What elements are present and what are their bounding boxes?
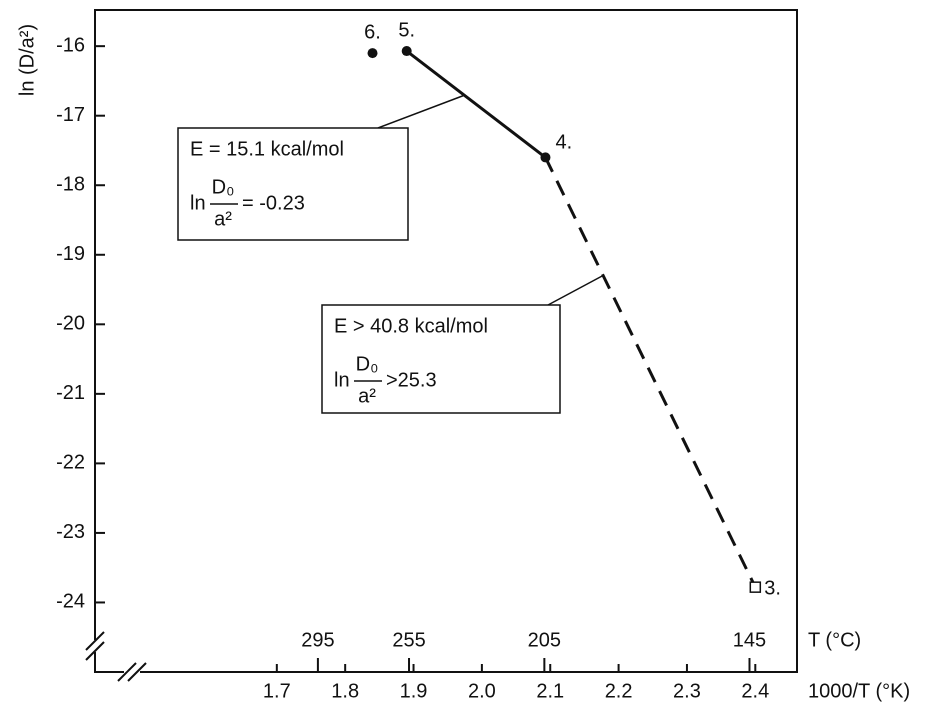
y-tick-label: -21 (56, 382, 85, 404)
y-tick-label: -20 (56, 313, 85, 335)
point (367, 48, 378, 59)
x-tick-label: 2.4 (741, 680, 769, 702)
x-axis-label: 1000/T (°K) (808, 680, 910, 702)
annotation-box (177, 127, 409, 241)
annotation-energy: E = 15.1 kcal/mol (190, 138, 344, 160)
y-axis-label: ln (D/a²) (16, 24, 38, 96)
x-tick-label: 2.1 (536, 680, 564, 702)
x-tick-label: 1.7 (263, 680, 291, 702)
annotation-numerator: D₀ (356, 353, 379, 375)
annotation-energy: E > 40.8 kcal/mol (334, 315, 488, 337)
annotation-ln: ln (190, 192, 206, 214)
y-tick-label: -19 (56, 243, 85, 265)
annotation-box (321, 304, 561, 414)
t-axis-label: T (°C) (808, 629, 861, 651)
y-tick-label: -22 (56, 452, 85, 474)
x-tick-label: 2.0 (468, 680, 496, 702)
frame (85, 9, 798, 682)
point-label: 3. (764, 577, 781, 599)
x-tick-label: 2.3 (673, 680, 701, 702)
line (544, 156, 757, 588)
point-label: 6. (364, 21, 381, 43)
t-tick-label: 205 (528, 629, 561, 651)
annotation-denominator: a² (358, 385, 376, 407)
y-tick-label: -18 (56, 174, 85, 196)
leader-line (377, 94, 466, 129)
t-tick-label: 255 (392, 629, 425, 651)
line (405, 49, 547, 159)
x-tick-label: 1.8 (331, 680, 359, 702)
y-tick-label: -16 (56, 34, 85, 56)
point-label: 4. (555, 132, 572, 154)
leader-line (547, 274, 605, 306)
x-tick-label: 1.9 (400, 680, 428, 702)
t-tick-label: 145 (733, 629, 766, 651)
annotation-denominator: a² (214, 208, 232, 230)
y-tick-label: -23 (56, 521, 85, 543)
point (540, 152, 551, 163)
x-tick-label: 2.2 (605, 680, 633, 702)
annotation-value: >25.3 (386, 369, 437, 391)
y-tick-label: -17 (56, 104, 85, 126)
y-tick-label: -24 (56, 591, 85, 613)
annotation-value: = -0.23 (242, 192, 305, 214)
annotation-numerator: D₀ (212, 176, 235, 198)
point-label: 5. (398, 19, 415, 41)
annotation-ln: ln (334, 369, 350, 391)
point (401, 46, 412, 57)
t-tick-label: 295 (301, 629, 334, 651)
point (749, 581, 762, 593)
